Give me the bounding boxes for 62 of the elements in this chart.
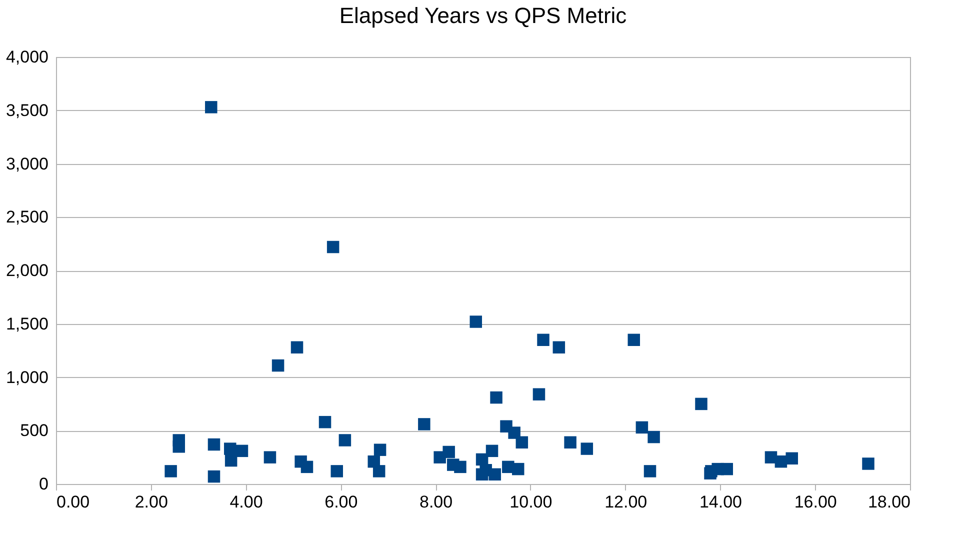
point (264, 451, 276, 464)
point (508, 426, 520, 439)
point (486, 444, 498, 458)
x-tick-label: 4.00 (230, 492, 263, 512)
y-tick-label: 3,000 (6, 154, 48, 174)
x-tick-label: 12.00 (604, 492, 648, 512)
point (786, 452, 798, 465)
y-tick-label: 1,500 (6, 314, 48, 334)
point (564, 436, 576, 448)
point (636, 421, 648, 434)
point (208, 438, 220, 451)
point (512, 462, 524, 476)
point (490, 391, 502, 404)
y-tick-label: 2,500 (6, 208, 48, 227)
y-tick-label: 500 (20, 421, 48, 440)
point (318, 416, 332, 428)
x-tick-label: 6.00 (324, 492, 358, 512)
point (205, 101, 218, 114)
x-tick-label: 16.00 (794, 492, 837, 512)
y-tick-label: 4,000 (6, 48, 48, 66)
point (532, 388, 546, 400)
point (476, 468, 488, 481)
point (372, 465, 386, 478)
point (418, 418, 430, 430)
point (208, 470, 220, 483)
point (272, 359, 284, 372)
point (644, 465, 656, 478)
y-tick-label: 2,000 (6, 261, 48, 280)
point (488, 468, 501, 481)
point (164, 465, 177, 478)
point (224, 442, 236, 455)
y-tick-label: 3,500 (6, 100, 48, 120)
y-tick-label: 1,000 (6, 368, 48, 387)
point (537, 334, 550, 346)
point (648, 430, 660, 444)
x-tick-label: 10.00 (510, 492, 552, 512)
point (580, 442, 594, 455)
point (338, 434, 352, 446)
point (300, 460, 314, 474)
x-tick-label: 2.00 (134, 492, 168, 512)
point (172, 440, 186, 453)
x-tick-label: 0.00 (56, 492, 90, 512)
point (326, 240, 340, 254)
point (470, 316, 482, 328)
point (290, 341, 304, 354)
x-tick-label: 8.00 (420, 492, 453, 512)
point (628, 334, 640, 346)
point (374, 444, 386, 456)
point (442, 446, 455, 458)
point (236, 444, 248, 458)
point (516, 436, 528, 448)
y-tick-label: 0 (39, 474, 48, 494)
point (330, 465, 343, 478)
point (695, 398, 708, 410)
point (862, 458, 874, 470)
point (720, 462, 733, 476)
x-tick-label: 14.00 (699, 492, 742, 512)
point (224, 454, 238, 467)
x-tick-label: 18.00 (868, 492, 910, 512)
chart-title: Elapsed Years vs QPS Metric (339, 3, 627, 28)
point (552, 341, 566, 354)
point (454, 460, 466, 474)
